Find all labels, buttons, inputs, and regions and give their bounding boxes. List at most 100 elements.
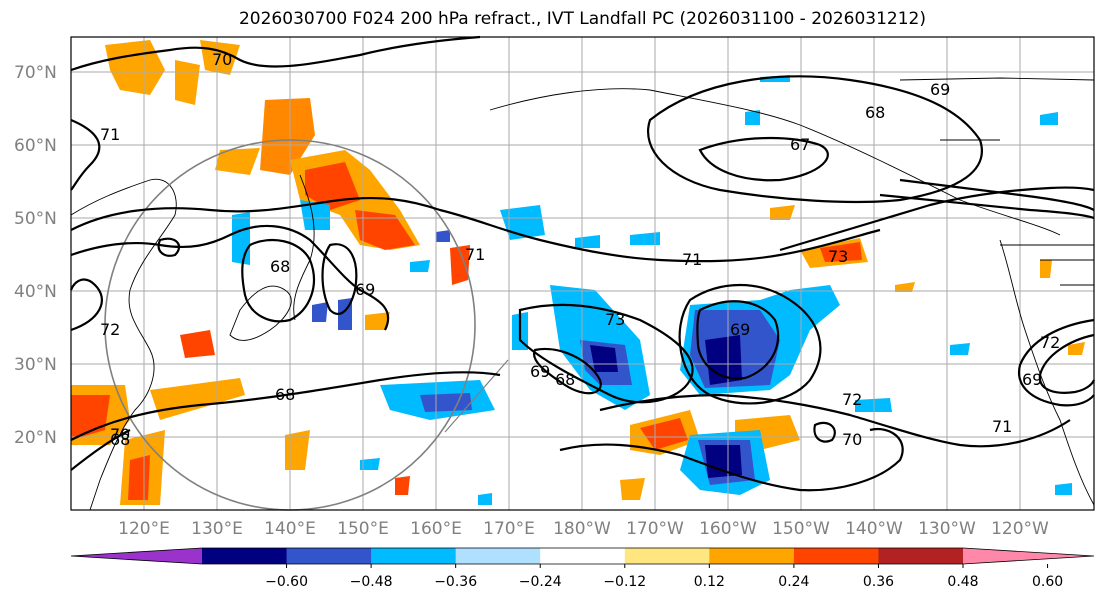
contour-label: 71 <box>100 125 120 144</box>
colorbar-segment <box>878 548 964 564</box>
negative-anomaly <box>950 343 970 355</box>
contour-labels: 70 71 71 68 69 68 69 67 68 72 70 68 69 7… <box>100 50 1060 449</box>
contour-label: 69 <box>1022 370 1042 389</box>
colorbar-tick-label: −0.36 <box>434 574 477 590</box>
positive-anomaly <box>175 60 200 105</box>
lon-label: 170°E <box>483 519 535 539</box>
colorbar-segment <box>202 548 288 564</box>
negative-anomaly <box>478 493 492 505</box>
negative-anomaly <box>705 335 742 385</box>
positive-anomaly <box>620 478 645 500</box>
map-title: 2026030700 F024 200 hPa refract., IVT La… <box>238 9 926 29</box>
contour-label: 72 <box>842 390 862 409</box>
positive-anomaly <box>260 98 315 175</box>
colorbar-tick-label: −0.24 <box>519 574 562 590</box>
lon-label: 120°E <box>118 519 170 539</box>
negative-anomaly <box>590 345 618 372</box>
colorbar-segment <box>709 548 795 564</box>
colorbar-tick-label: −0.48 <box>350 574 393 590</box>
colorbar-segment <box>371 548 457 564</box>
contour-line <box>321 243 358 315</box>
contour-label: 70 <box>842 430 862 449</box>
contour-line <box>813 421 836 443</box>
negative-anomaly <box>630 232 660 245</box>
colorbar-segment <box>540 548 626 564</box>
contour-label: 70 <box>212 50 232 69</box>
contour-label: 67 <box>790 135 810 154</box>
colorbar-tick-label: −0.60 <box>265 574 308 590</box>
contour-label: 68 <box>270 257 290 276</box>
contours <box>69 35 1096 492</box>
contour-line <box>70 429 131 471</box>
asia-coastline <box>70 178 177 511</box>
contour-line <box>696 300 780 380</box>
negative-anomaly <box>420 393 472 412</box>
contour-label: 68 <box>110 430 130 449</box>
latitude-labels: 70°N 60°N 50°N 40°N 30°N 20°N <box>14 63 57 448</box>
contour-line <box>241 238 315 323</box>
lon-label: 150°W <box>772 519 830 539</box>
canada-borders <box>899 77 1095 141</box>
positive-anomaly <box>71 395 110 440</box>
contour-label: 70 <box>110 425 130 444</box>
contour-label: 71 <box>682 250 702 269</box>
negative-anomaly <box>575 235 600 248</box>
negative-anomaly <box>1055 483 1072 495</box>
positive-anomaly <box>180 330 215 358</box>
contour-line <box>899 178 1095 211</box>
contour-line <box>698 136 829 182</box>
positive-anomaly <box>215 148 260 175</box>
contour-line <box>532 347 602 395</box>
positive-anomaly <box>450 245 470 285</box>
map-frame <box>70 36 1095 511</box>
contour-line <box>559 427 904 492</box>
lat-label: 50°N <box>14 209 57 229</box>
lon-label: 120°W <box>991 519 1049 539</box>
colorbar-tick-label: 0.12 <box>694 574 725 590</box>
alaska-coastline <box>489 88 1061 236</box>
contour-label: 72 <box>1040 333 1060 352</box>
lon-label: 160°E <box>410 519 462 539</box>
colorbar-outline <box>70 547 1095 565</box>
positive-anomaly <box>820 242 862 262</box>
colorbar-segment <box>793 548 879 564</box>
negative-anomaly <box>1040 112 1058 125</box>
contour-label: 69 <box>355 280 375 299</box>
positive-anomaly <box>770 205 795 220</box>
contour-label: 69 <box>730 320 750 339</box>
lon-label: 160°W <box>699 519 757 539</box>
contour-line <box>70 196 881 263</box>
contour-label: 73 <box>828 247 848 266</box>
colorbar-tick-label: 0.36 <box>863 574 894 590</box>
colorbar-tick-label: 0.24 <box>778 574 809 590</box>
contour-line <box>1038 333 1096 394</box>
contour-line <box>70 224 390 331</box>
shaded-field <box>71 40 1085 505</box>
contour-line <box>647 75 983 204</box>
contour-line <box>779 186 1095 252</box>
positive-anomaly <box>285 430 310 470</box>
contour-line <box>518 303 694 404</box>
contour-line <box>70 371 501 441</box>
positive-anomaly <box>1068 342 1085 355</box>
contour-line <box>879 193 1095 220</box>
contour-label: 69 <box>530 362 550 381</box>
negative-anomaly <box>436 230 450 242</box>
lon-label: 150°E <box>337 519 389 539</box>
contour-line <box>70 35 481 72</box>
contour-line <box>678 284 822 405</box>
longitude-labels: 120°E 130°E 140°E 150°E 160°E 170°E 180°… <box>118 519 1049 539</box>
contour-line <box>1017 318 1095 407</box>
negative-anomaly <box>312 302 328 322</box>
negative-anomaly <box>410 260 430 272</box>
negative-anomaly <box>745 110 760 125</box>
contour-label: 72 <box>100 320 120 339</box>
colorbar-extend-high <box>963 548 1094 564</box>
lat-label: 70°N <box>14 63 57 83</box>
positive-anomaly <box>395 476 410 495</box>
positive-anomaly <box>128 455 150 500</box>
negative-anomaly <box>705 445 742 478</box>
contour-label: 68 <box>555 370 575 389</box>
contour-label: 71 <box>465 245 485 264</box>
